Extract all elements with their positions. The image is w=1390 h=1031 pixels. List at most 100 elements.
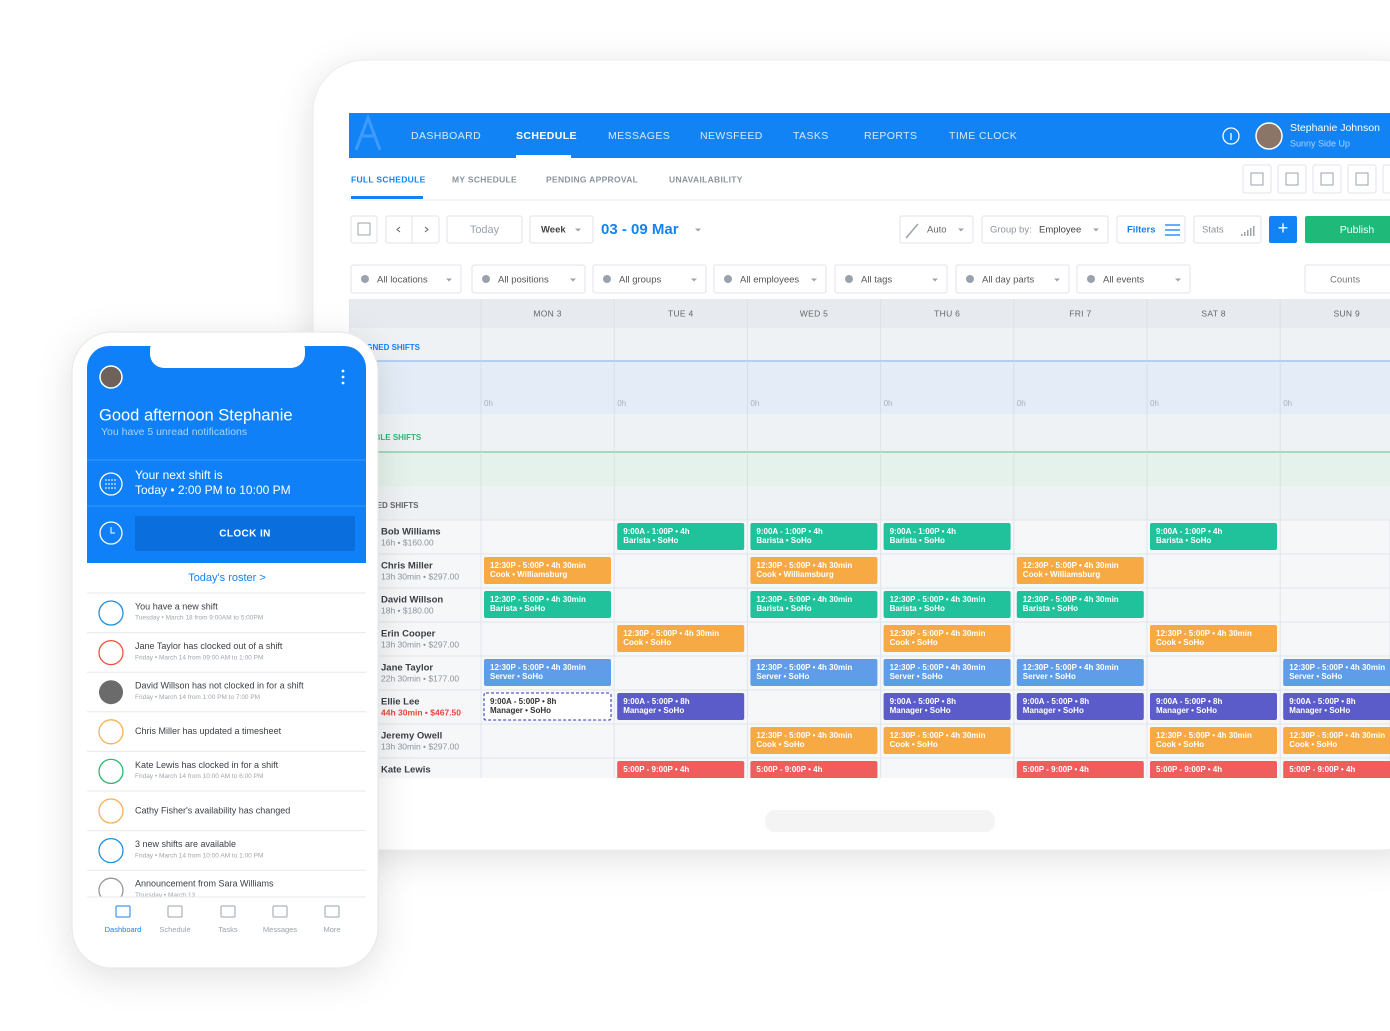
tab[interactable]: MY SCHEDULE bbox=[452, 174, 517, 184]
shift-block[interactable] bbox=[1283, 727, 1390, 754]
roster-link[interactable]: Today's roster > bbox=[188, 572, 266, 584]
notification-title[interactable]: Kate Lewis has clocked in for a shift bbox=[135, 760, 279, 770]
shift-block[interactable] bbox=[750, 761, 878, 788]
shift-block[interactable] bbox=[484, 591, 611, 618]
counts-label[interactable]: Counts bbox=[1330, 275, 1360, 286]
group-value[interactable]: Employee bbox=[1039, 225, 1081, 236]
notification-icon bbox=[98, 877, 124, 897]
notification-title[interactable]: David Willson has not clocked in for a s… bbox=[135, 681, 304, 691]
tab-label[interactable]: Dashboard bbox=[105, 925, 142, 934]
publish-label[interactable]: Publish bbox=[1340, 224, 1375, 236]
shift-block[interactable] bbox=[1150, 693, 1277, 720]
nav-item[interactable]: MESSAGES bbox=[608, 130, 670, 142]
notification-title[interactable]: Cathy Fisher's availability has changed bbox=[135, 805, 290, 815]
shift-block[interactable] bbox=[1150, 523, 1277, 550]
tab-label[interactable]: Schedule bbox=[159, 925, 190, 934]
employee-name[interactable]: Ellie Lee bbox=[381, 697, 420, 708]
tab-label[interactable]: Tasks bbox=[218, 925, 237, 934]
auto-label[interactable]: Auto bbox=[927, 225, 947, 236]
tab[interactable]: UNAVAILABILITY bbox=[669, 174, 743, 184]
filter-label[interactable]: All employees bbox=[740, 275, 799, 286]
employee-name[interactable]: Jeremy Owell bbox=[381, 731, 442, 742]
shift-block[interactable] bbox=[750, 659, 878, 686]
notification-title[interactable]: 3 new shifts are available bbox=[135, 839, 236, 849]
nav-item[interactable]: NEWSFEED bbox=[700, 130, 763, 142]
phone-avatar[interactable] bbox=[99, 365, 123, 389]
shift-block[interactable] bbox=[883, 523, 1011, 550]
nav-item[interactable]: TASKS bbox=[793, 130, 829, 142]
employee-name[interactable]: Erin Cooper bbox=[381, 629, 436, 640]
shift-block[interactable] bbox=[1283, 693, 1390, 720]
shift-block[interactable] bbox=[883, 693, 1011, 720]
shift-block[interactable] bbox=[1016, 659, 1144, 686]
notification-title[interactable]: Jane Taylor has clocked out of a shift bbox=[135, 641, 283, 651]
nav-item[interactable]: SCHEDULE bbox=[516, 130, 577, 142]
clock-in-button[interactable] bbox=[135, 516, 355, 551]
shift-block[interactable] bbox=[1016, 557, 1144, 584]
filter-label[interactable]: All day parts bbox=[982, 275, 1035, 286]
shift-block[interactable] bbox=[750, 557, 878, 584]
tab-label[interactable]: Messages bbox=[263, 925, 297, 934]
employee-name[interactable]: David Willson bbox=[381, 595, 443, 606]
shift-block[interactable] bbox=[1016, 591, 1144, 618]
filter-label[interactable]: All events bbox=[1103, 275, 1144, 286]
shift-block[interactable] bbox=[617, 693, 745, 720]
checkbox[interactable] bbox=[357, 222, 371, 236]
nav-item[interactable]: TIME CLOCK bbox=[949, 130, 1017, 142]
tab-icon[interactable] bbox=[220, 905, 236, 918]
shift-block[interactable] bbox=[617, 523, 745, 550]
stats-label[interactable]: Stats bbox=[1202, 225, 1224, 236]
nav-item[interactable]: REPORTS bbox=[864, 130, 917, 142]
nav-item[interactable]: DASHBOARD bbox=[411, 130, 481, 142]
today-button-label[interactable]: Today bbox=[470, 224, 500, 236]
date-range[interactable]: 03 - 09 Mar bbox=[601, 221, 679, 238]
shift-block[interactable] bbox=[750, 727, 878, 754]
shift-block[interactable] bbox=[1150, 761, 1277, 788]
shift-block[interactable] bbox=[1283, 659, 1390, 686]
tab[interactable]: FULL SCHEDULE bbox=[351, 174, 426, 184]
notification-title[interactable]: Announcement from Sara Williams bbox=[135, 879, 274, 889]
tab-label[interactable]: More bbox=[323, 925, 340, 934]
view-label[interactable]: Week bbox=[541, 225, 566, 236]
shift-block[interactable] bbox=[483, 692, 612, 721]
tab-icon[interactable] bbox=[272, 905, 288, 918]
add-label[interactable]: + bbox=[1278, 218, 1289, 238]
shift-block[interactable] bbox=[617, 625, 745, 652]
prev-arrow[interactable] bbox=[396, 226, 401, 233]
employee-name[interactable]: Bob Williams bbox=[381, 527, 441, 538]
shift-block[interactable] bbox=[1283, 761, 1390, 788]
filter-label[interactable]: All positions bbox=[498, 275, 549, 286]
shift-block[interactable] bbox=[1150, 625, 1277, 652]
notification-title[interactable]: You have a new shift bbox=[135, 601, 218, 611]
user-name[interactable]: Stephanie Johnson bbox=[1290, 122, 1380, 134]
shift-block[interactable] bbox=[617, 761, 745, 788]
clock-in-label[interactable]: CLOCK IN bbox=[219, 529, 271, 540]
shift-block[interactable] bbox=[750, 591, 878, 618]
tab-icon[interactable] bbox=[115, 905, 131, 918]
shift-block[interactable] bbox=[1016, 761, 1144, 788]
shift-block[interactable] bbox=[750, 523, 878, 550]
shift-block[interactable] bbox=[1150, 727, 1277, 754]
filters-label[interactable]: Filters bbox=[1127, 225, 1156, 236]
shift-block[interactable] bbox=[1016, 693, 1144, 720]
shift-block[interactable] bbox=[883, 625, 1011, 652]
employee-name[interactable]: Kate Lewis bbox=[381, 765, 431, 776]
shift-block[interactable] bbox=[883, 659, 1011, 686]
employee-name[interactable]: Chris Miller bbox=[381, 561, 433, 572]
publish-button[interactable] bbox=[1305, 216, 1390, 243]
shift-block[interactable] bbox=[484, 659, 611, 686]
tab[interactable]: PENDING APPROVAL bbox=[546, 174, 638, 184]
shift-block[interactable] bbox=[883, 727, 1011, 754]
filter-label[interactable]: All locations bbox=[377, 275, 428, 286]
user-avatar[interactable] bbox=[1255, 122, 1283, 150]
next-arrow[interactable] bbox=[424, 226, 429, 233]
tab-icon[interactable] bbox=[167, 905, 183, 918]
filter-label[interactable]: All groups bbox=[619, 275, 661, 286]
shift-block[interactable] bbox=[883, 591, 1011, 618]
add-button[interactable] bbox=[1269, 216, 1297, 243]
filter-label[interactable]: All tags bbox=[861, 275, 892, 286]
tab-icon[interactable] bbox=[324, 905, 340, 918]
shift-block[interactable] bbox=[484, 557, 611, 584]
employee-name[interactable]: Jane Taylor bbox=[381, 663, 433, 674]
notification-title[interactable]: Chris Miller has updated a timesheet bbox=[135, 726, 282, 736]
